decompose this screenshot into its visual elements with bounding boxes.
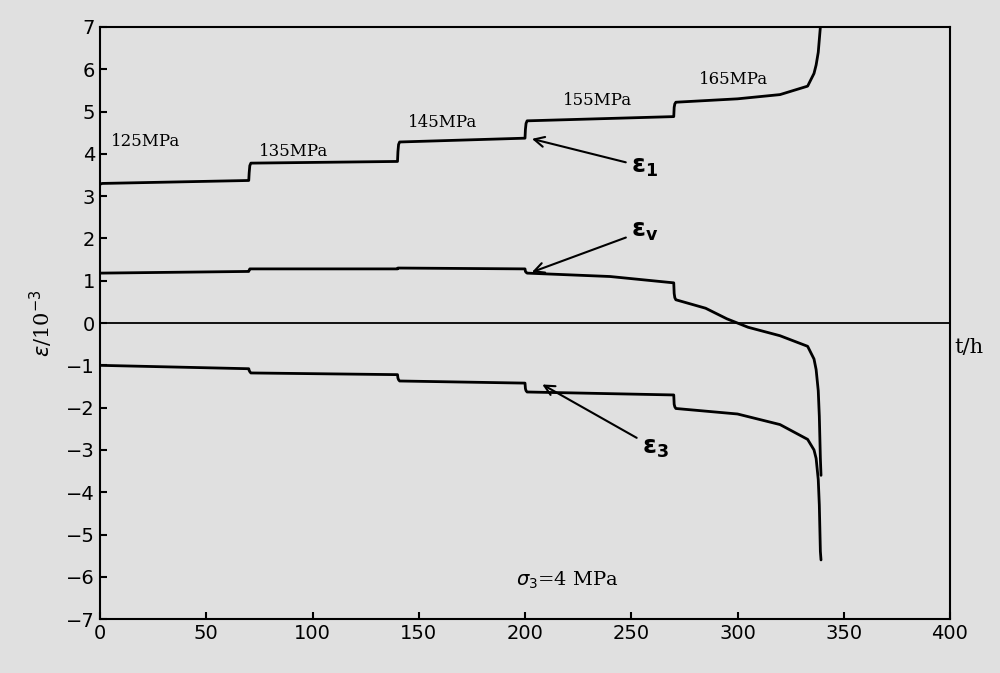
Text: $\mathbf{\varepsilon}_\mathbf{v}$: $\mathbf{\varepsilon}_\mathbf{v}$ [534,219,659,273]
Text: $\mathbf{\varepsilon}_\mathbf{1}$: $\mathbf{\varepsilon}_\mathbf{1}$ [534,137,658,179]
Text: $\mathbf{\varepsilon}_\mathbf{3}$: $\mathbf{\varepsilon}_\mathbf{3}$ [544,386,669,460]
Text: 135MPa: 135MPa [259,143,329,160]
Text: 155MPa: 155MPa [563,92,632,110]
Y-axis label: $\varepsilon$/10$^{-3}$: $\varepsilon$/10$^{-3}$ [28,289,55,357]
Text: $\sigma_3$=4 MPa: $\sigma_3$=4 MPa [516,569,619,591]
Text: 125MPa: 125MPa [111,133,180,149]
Text: 145MPa: 145MPa [408,114,477,131]
Text: t/h: t/h [954,338,983,357]
Text: 165MPa: 165MPa [699,71,768,88]
